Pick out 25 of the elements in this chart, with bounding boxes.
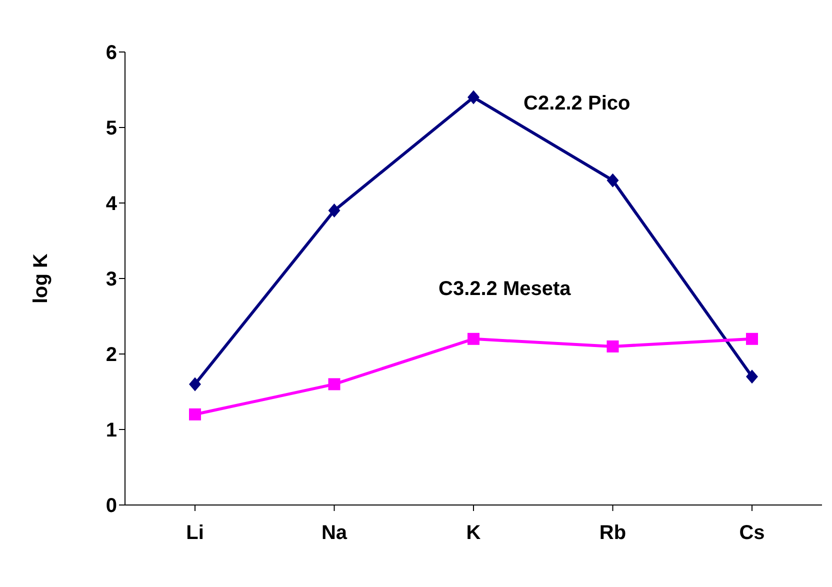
point bbox=[746, 370, 758, 384]
point bbox=[606, 340, 619, 352]
x-tick-label: Rb bbox=[599, 522, 626, 544]
point bbox=[468, 332, 480, 345]
point bbox=[606, 173, 619, 188]
point bbox=[328, 378, 340, 390]
point bbox=[189, 377, 201, 392]
y-axis-title: log K bbox=[30, 252, 52, 304]
text: C3.2.2 Meseta bbox=[438, 278, 572, 300]
point bbox=[746, 332, 758, 345]
y-tick-label: 4 bbox=[106, 193, 118, 216]
series-label: C2.2.2 Pico bbox=[524, 92, 630, 114]
y-tick-label: 0 bbox=[106, 495, 117, 518]
x-tick-label: K bbox=[466, 522, 482, 544]
y-tick-label: 3 bbox=[106, 268, 117, 291]
y-tick-label: 1 bbox=[106, 420, 117, 442]
x-tick-label: Li bbox=[186, 522, 204, 544]
point bbox=[189, 408, 201, 420]
y-tick-label: 6 bbox=[106, 42, 117, 64]
point bbox=[328, 204, 340, 218]
x-tick-label: Cs bbox=[739, 522, 765, 544]
y-tick-label: 5 bbox=[106, 118, 117, 140]
x-tick-label: Na bbox=[321, 522, 348, 544]
y-tick-label: 2 bbox=[106, 344, 117, 366]
point bbox=[468, 90, 480, 104]
